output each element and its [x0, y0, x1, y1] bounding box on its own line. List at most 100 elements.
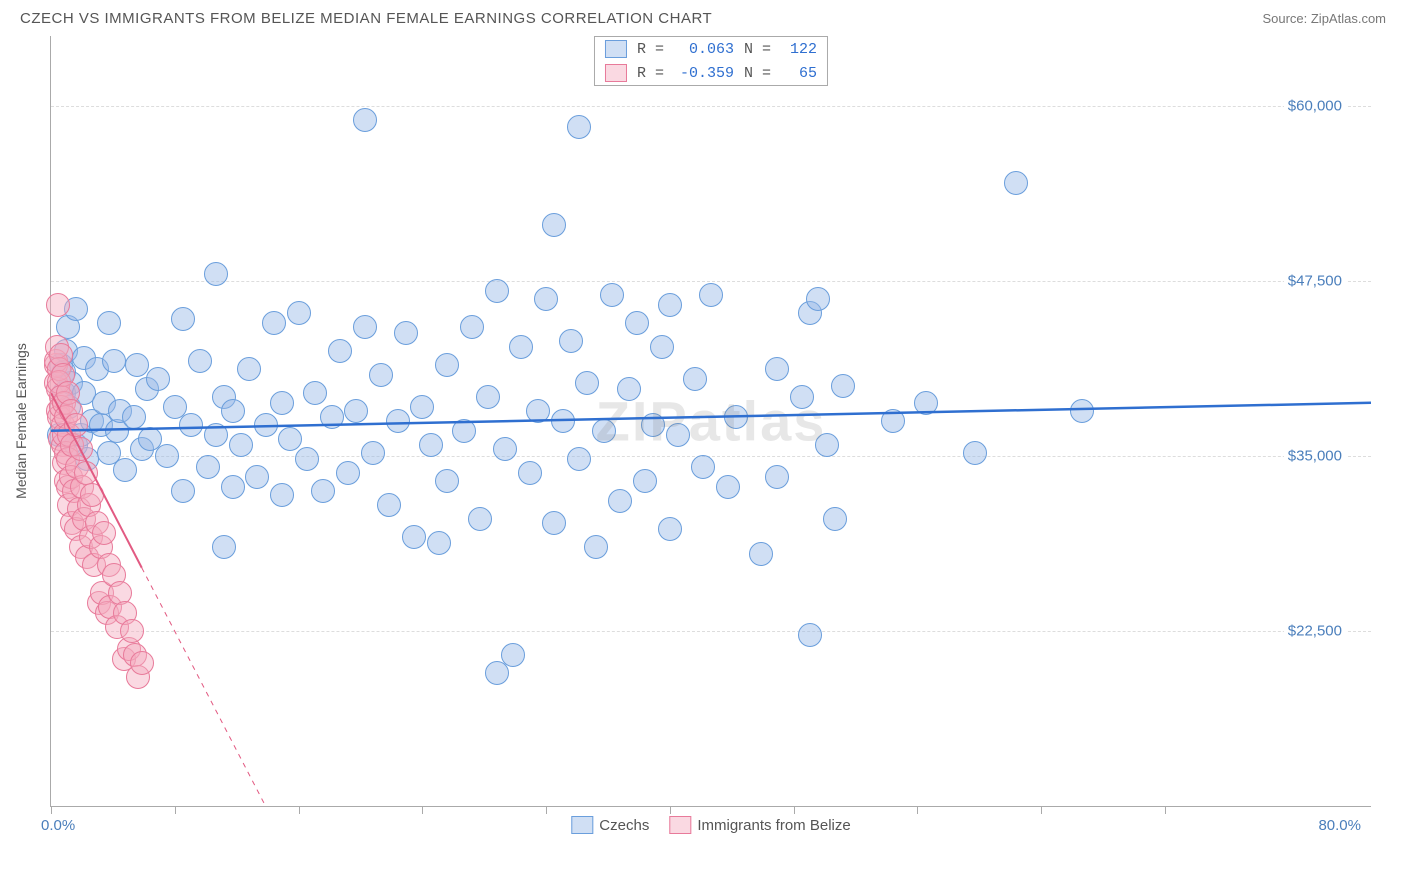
data-point [518, 461, 542, 485]
data-point [683, 367, 707, 391]
data-point [460, 315, 484, 339]
data-point [188, 349, 212, 373]
data-point [666, 423, 690, 447]
data-point [716, 475, 740, 499]
data-point [650, 335, 674, 359]
legend-item: Immigrants from Belize [669, 816, 850, 834]
data-point [171, 307, 195, 331]
chart-title: CZECH VS IMMIGRANTS FROM BELIZE MEDIAN F… [20, 10, 712, 27]
data-point [691, 455, 715, 479]
data-point [790, 385, 814, 409]
trend-lines [51, 36, 1371, 806]
data-point [410, 395, 434, 419]
data-point [485, 279, 509, 303]
data-point [765, 465, 789, 489]
data-point [237, 357, 261, 381]
data-point [625, 311, 649, 335]
data-point [914, 391, 938, 415]
data-point [179, 413, 203, 437]
legend-r-value: 0.063 [674, 41, 734, 58]
y-tick-label: $47,500 [1284, 273, 1346, 290]
data-point [509, 335, 533, 359]
data-point [221, 399, 245, 423]
data-point [196, 455, 220, 479]
data-point [559, 329, 583, 353]
correlation-legend: R =0.063N =122R =-0.359N =65 [594, 36, 828, 86]
data-point [427, 531, 451, 555]
data-point [120, 619, 144, 643]
data-point [344, 399, 368, 423]
data-point [567, 447, 591, 471]
x-tick [422, 806, 423, 814]
x-tick [1041, 806, 1042, 814]
data-point [155, 444, 179, 468]
legend-r-label: R = [637, 65, 664, 82]
legend-swatch [605, 40, 627, 58]
chart-source: Source: ZipAtlas.com [1262, 11, 1386, 26]
data-point [608, 489, 632, 513]
data-point [278, 427, 302, 451]
data-point [386, 409, 410, 433]
data-point [575, 371, 599, 395]
data-point [617, 377, 641, 401]
y-tick-label: $22,500 [1284, 623, 1346, 640]
data-point [542, 213, 566, 237]
plot-area: Median Female Earnings ZIPatlas R =0.063… [50, 36, 1371, 807]
y-tick-label: $60,000 [1284, 98, 1346, 115]
legend-label: Czechs [599, 817, 649, 834]
data-point [245, 465, 269, 489]
data-point [551, 409, 575, 433]
legend-row: R =-0.359N =65 [595, 61, 827, 85]
data-point [97, 311, 121, 335]
data-point [881, 409, 905, 433]
data-point [815, 433, 839, 457]
data-point [229, 433, 253, 457]
data-point [452, 419, 476, 443]
data-point [212, 535, 236, 559]
data-point [221, 475, 245, 499]
data-point [394, 321, 418, 345]
legend-label: Immigrants from Belize [697, 817, 850, 834]
data-point [303, 381, 327, 405]
data-point [287, 301, 311, 325]
x-tick [51, 806, 52, 814]
data-point [963, 441, 987, 465]
data-point [74, 461, 98, 485]
gridline [51, 106, 1371, 107]
legend-row: R =0.063N =122 [595, 37, 827, 61]
data-point [377, 493, 401, 517]
data-point [204, 262, 228, 286]
data-point [262, 311, 286, 335]
data-point [328, 339, 352, 363]
y-tick-label: $35,000 [1284, 448, 1346, 465]
data-point [476, 385, 500, 409]
data-point [584, 535, 608, 559]
x-axis-min-label: 0.0% [41, 817, 75, 834]
data-point [534, 287, 558, 311]
data-point [92, 521, 116, 545]
legend-r-label: R = [637, 41, 664, 58]
data-point [501, 643, 525, 667]
data-point [69, 437, 93, 461]
data-point [336, 461, 360, 485]
data-point [361, 441, 385, 465]
legend-swatch [571, 816, 593, 834]
x-tick [1165, 806, 1166, 814]
data-point [353, 108, 377, 132]
data-point [270, 391, 294, 415]
data-point [64, 413, 88, 437]
legend-n-label: N = [744, 41, 771, 58]
data-point [592, 419, 616, 443]
data-point [46, 293, 70, 317]
data-point [146, 367, 170, 391]
data-point [1004, 171, 1028, 195]
data-point [125, 353, 149, 377]
x-tick [546, 806, 547, 814]
series-legend: Czechs Immigrants from Belize [571, 816, 850, 834]
data-point [1070, 399, 1094, 423]
legend-n-label: N = [744, 65, 771, 82]
data-point [724, 405, 748, 429]
data-point [600, 283, 624, 307]
data-point [254, 413, 278, 437]
data-point [204, 423, 228, 447]
